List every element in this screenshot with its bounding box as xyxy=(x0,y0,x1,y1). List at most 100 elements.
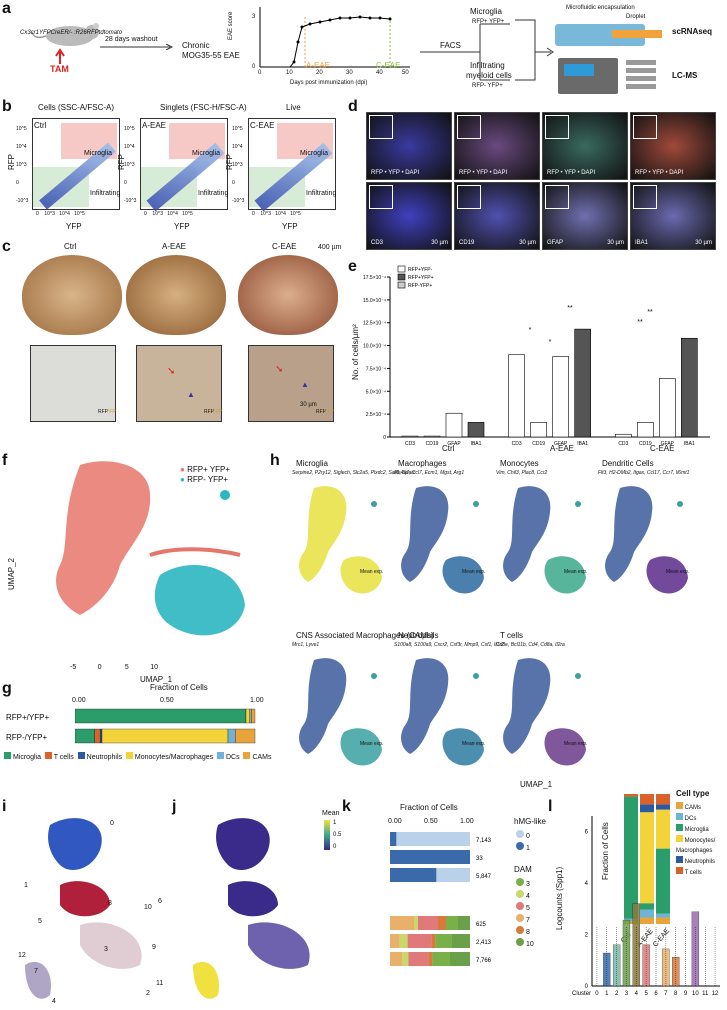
h-frac-segment xyxy=(640,794,654,805)
gating-1: Cells (SSC-A/FSC-A) xyxy=(38,103,115,112)
eae-xtick-30: 30 xyxy=(346,70,353,76)
h-umap-feature xyxy=(294,654,386,782)
facs-yticks-1: 10^5 10^4 10^3 0 -10^3 xyxy=(16,126,29,204)
j-cbar-05: 0.5 xyxy=(333,832,342,838)
eae-ylabel: EAE score xyxy=(228,11,234,40)
panel-label-g: g xyxy=(2,680,12,697)
panel-label-k: k xyxy=(342,798,351,815)
facs-title-ctrl: Ctrl xyxy=(34,121,47,130)
l-xtick: 1 xyxy=(605,991,609,997)
e-bar xyxy=(401,435,419,438)
e-group-aeae: A-EAE xyxy=(550,444,575,453)
e-xtick-label: CD19 xyxy=(426,441,439,447)
l-cluster-label: Cluster xyxy=(572,991,591,997)
f-xticks: -5 0 5 10 xyxy=(70,664,158,671)
zoom-ctrl xyxy=(30,345,116,422)
l-xtick: 6 xyxy=(654,991,658,997)
h-mean-exp-label: Mean exp. xyxy=(564,741,588,747)
e-bar xyxy=(659,378,676,438)
k-dam-segment xyxy=(450,952,470,966)
e-ytick-label: 17.5×10⁻⁴ xyxy=(363,275,386,281)
k-hmg-title: hMG-like xyxy=(514,817,547,826)
k-hmg-segment xyxy=(390,832,397,846)
g-bar-segment xyxy=(100,728,103,744)
h-frac-segment xyxy=(640,812,654,904)
k-dam-segment xyxy=(435,934,452,948)
h-umap-feature xyxy=(396,482,488,610)
l-xtick: 10 xyxy=(692,991,699,997)
e-xtick-label: CD19 xyxy=(532,441,545,447)
h-umap-feature xyxy=(294,482,386,610)
e-xtick-label: GFAP xyxy=(447,441,461,447)
c-scale-30: 30 µm xyxy=(300,402,317,408)
h-frac-segment xyxy=(656,913,670,918)
k-dam-segment xyxy=(390,916,414,930)
eae-xtick-20: 20 xyxy=(316,70,323,76)
h-mean-exp-label: Mean exp. xyxy=(360,741,384,747)
e-group-ceae: C-EAE xyxy=(650,444,675,453)
e-bar xyxy=(681,337,698,438)
e-xtick-label: CD3 xyxy=(512,441,522,447)
facs-ylabel-1: RFP xyxy=(7,154,16,170)
h-mean-exp-label: Mean exp. xyxy=(360,569,384,575)
e-ytick-label: 15.0×10⁻⁴ xyxy=(363,298,386,304)
k-count-label: 5,847 xyxy=(476,874,492,880)
eae-xtick-0: 0 xyxy=(258,70,262,76)
e-sig-marker: ** xyxy=(637,319,643,326)
k-hmg-segment xyxy=(390,850,470,864)
e-legend-swatch xyxy=(397,281,406,289)
k-dam-segment xyxy=(390,934,400,948)
k-xtick-0: 0.00 xyxy=(388,818,402,825)
j-cbar-0: 0 xyxy=(333,844,337,850)
eae-title-1: Chronic xyxy=(182,41,210,50)
panel-label-a: a xyxy=(2,0,11,17)
c-yfp-3: YFP xyxy=(324,409,334,415)
h-mean-exp-label: Mean exp. xyxy=(462,569,486,575)
e-legend-label: RFP-YFP+ xyxy=(408,283,432,289)
l-ylabel: Logcounts (Spp1) xyxy=(555,866,564,930)
k-dam-segment xyxy=(414,916,418,930)
h-ct-legend: CAMs DCs Microglia Monocytes/ Macrophage… xyxy=(676,802,727,878)
l-ytick: 6 xyxy=(585,829,589,835)
panel-label-h: h xyxy=(270,452,280,469)
h-panel-title: Monocytes xyxy=(500,459,539,468)
facs-xlabel-1: YFP xyxy=(66,222,82,231)
j-mean-label: Mean xyxy=(322,810,340,817)
l-ytick: 4 xyxy=(585,881,589,887)
k-count-label: 7,143 xyxy=(476,838,492,844)
g-xtick-100: 1.00 xyxy=(250,697,264,704)
k-xtick-50: 0.50 xyxy=(424,818,438,825)
l-box xyxy=(691,911,700,987)
zoom-ceae: ➘ ▲ xyxy=(248,345,334,422)
h-frac-segment xyxy=(624,918,638,922)
eae-xtick-50: 50 xyxy=(402,70,409,76)
h-panel-title: T cells xyxy=(500,631,523,640)
e-sig-marker: * xyxy=(529,327,532,334)
e-xtick-label: CD19 xyxy=(639,441,652,447)
g-bar-segment xyxy=(249,708,252,724)
e-bar xyxy=(423,435,441,438)
eae-xtick-10: 10 xyxy=(286,70,293,76)
k-count-label: 2,413 xyxy=(476,940,492,946)
g-row-1: RFP+/YFP+ xyxy=(6,713,50,722)
fraction-bar-g xyxy=(75,708,256,744)
e-bar xyxy=(508,354,525,438)
gating-3: Live xyxy=(286,103,301,112)
c-rfp-3: RFP xyxy=(316,409,326,415)
eae-xlabel: Days post immunization (dpi) xyxy=(290,80,368,86)
microglia-sub: RFP+ YFP+ xyxy=(472,19,505,25)
g-xtick-50: 0.50 xyxy=(160,697,174,704)
h-mean-exp-label: Mean exp. xyxy=(462,741,486,747)
micro-bottom-iba1: IBA1 30 µm xyxy=(630,182,716,250)
h-panel-title: Neutrophils xyxy=(398,631,439,640)
e-xtick-label: GFAP xyxy=(661,441,675,447)
micro-bottom-gfap: GFAP 30 µm xyxy=(542,182,628,250)
c-rfp-2: RFP xyxy=(204,409,214,415)
l-xtick: 5 xyxy=(644,991,648,997)
e-ytick-label: 5.0×10⁻⁴ xyxy=(366,389,386,395)
k-dam-title: DAM xyxy=(514,865,532,874)
microglia-label: Microglia xyxy=(470,7,503,16)
k-dam-segment xyxy=(451,934,470,948)
e-xtick-label: IBA1 xyxy=(471,441,482,447)
a-eae-tag: A-EAE xyxy=(306,61,331,70)
